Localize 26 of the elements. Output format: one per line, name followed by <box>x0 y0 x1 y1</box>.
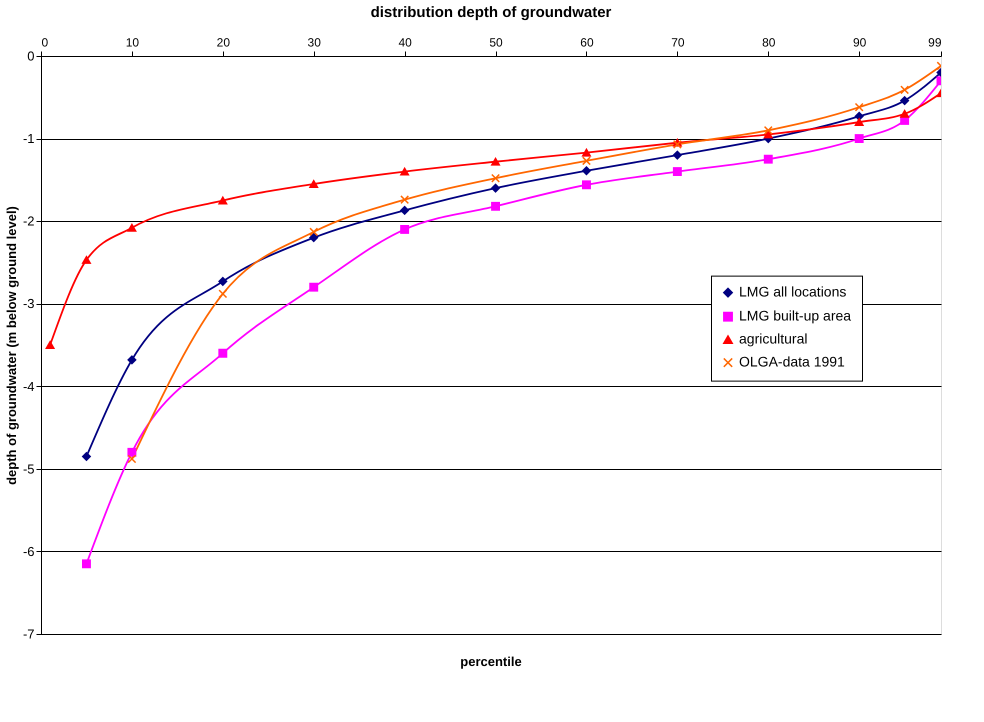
chart-title: distribution depth of groundwater <box>370 4 612 21</box>
x-tick-label: 90 <box>853 36 867 50</box>
x-tick-label: 50 <box>489 36 504 50</box>
x-tick-label: 0 <box>42 36 48 50</box>
y-tick-label: 0 <box>27 48 34 64</box>
x-tick-label: 20 <box>216 36 230 50</box>
y-tick-label: -7 <box>22 626 34 642</box>
x-tick-label: 70 <box>671 36 685 50</box>
y-axis-title: depth of groundwater (m below ground level) <box>4 206 19 485</box>
legend-label: agricultural <box>739 330 808 347</box>
x-tick-label: 99 <box>928 36 942 50</box>
y-tick-label: -4 <box>22 378 34 394</box>
legend-label: OLGA-data 1991 <box>739 354 846 370</box>
y-tick-label: -5 <box>22 461 34 476</box>
y-tick-label: -3 <box>22 296 34 312</box>
legend-label: LMG built-up area <box>739 308 852 324</box>
x-tick-label: 30 <box>308 36 322 50</box>
x-axis-title: percentile <box>460 654 522 669</box>
x-tick-label: 40 <box>398 36 412 50</box>
x-tick-label: 10 <box>126 36 140 50</box>
legend-label: LMG all locations <box>739 284 846 300</box>
y-tick-label: -2 <box>22 214 34 229</box>
x-tick-label: 60 <box>580 36 594 50</box>
y-tick-label: -1 <box>22 131 34 146</box>
y-tick-label: -6 <box>22 544 34 559</box>
x-tick-label: 80 <box>762 36 776 50</box>
